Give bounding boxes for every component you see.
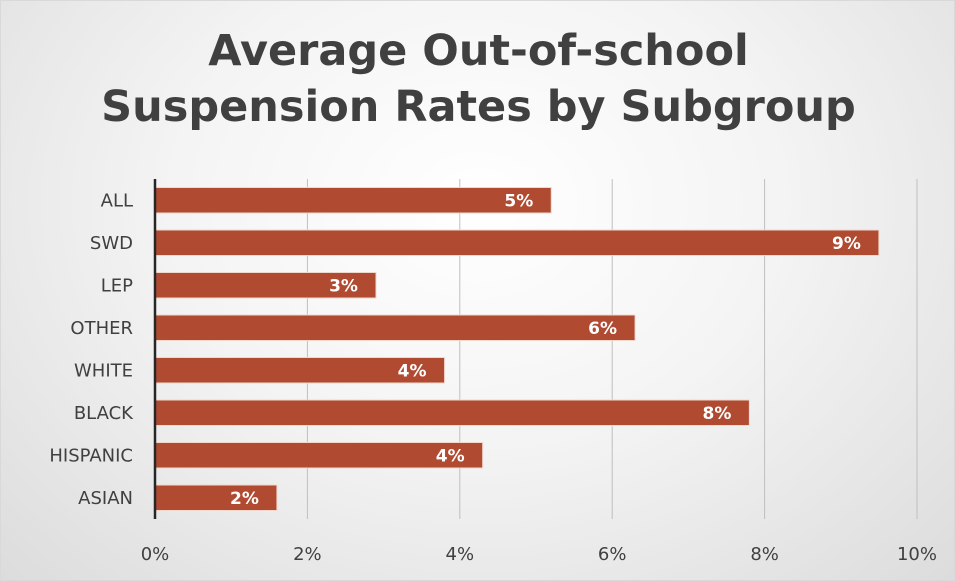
data-label-lep: 3%	[329, 276, 358, 296]
category-label-hispanic: HISPANIC	[49, 445, 133, 466]
data-label-black: 8%	[702, 404, 731, 424]
x-tick-label: 2%	[293, 544, 322, 565]
bar-hispanic	[154, 442, 484, 469]
bar-black	[154, 399, 750, 426]
bar-lep	[154, 272, 377, 299]
category-label-white: WHITE	[74, 360, 133, 381]
category-label-asian: ASIAN	[78, 488, 133, 509]
category-label-all: ALL	[101, 190, 133, 211]
x-tick-label: 6%	[598, 544, 627, 565]
bar-swd	[154, 229, 880, 256]
x-tick-label: 0%	[141, 544, 170, 565]
bar-white	[154, 357, 446, 384]
chart-title-line-2: Suspension Rates by Subgroup	[101, 82, 856, 132]
x-tick-label: 10%	[897, 544, 937, 565]
bar-other	[154, 314, 636, 341]
axes: 0% 2% 4% 6% 8% 10% ALL SWD LEP OTHER WHITE BLACK HIS…	[49, 179, 937, 565]
chart-title: Average Out-of-school Suspension Rates b…	[1, 23, 954, 135]
category-label-other: OTHER	[70, 318, 133, 339]
data-label-other: 6%	[588, 319, 617, 339]
data-label-asian: 2%	[230, 489, 259, 509]
data-label-swd: 9%	[832, 234, 861, 254]
chart-title-line-1: Average Out-of-school	[208, 26, 749, 76]
category-label-black: BLACK	[74, 403, 134, 424]
bars: 5% 9% 3% 6% 4% 8% 4% 2%	[154, 187, 880, 511]
bar-all	[154, 187, 552, 214]
category-label-lep: LEP	[101, 275, 133, 296]
data-label-hispanic: 4%	[436, 446, 465, 466]
data-label-white: 4%	[398, 361, 427, 381]
x-tick-label: 4%	[446, 544, 475, 565]
x-tick-label: 8%	[750, 544, 779, 565]
data-label-all: 5%	[504, 191, 533, 211]
category-label-swd: SWD	[90, 233, 133, 254]
